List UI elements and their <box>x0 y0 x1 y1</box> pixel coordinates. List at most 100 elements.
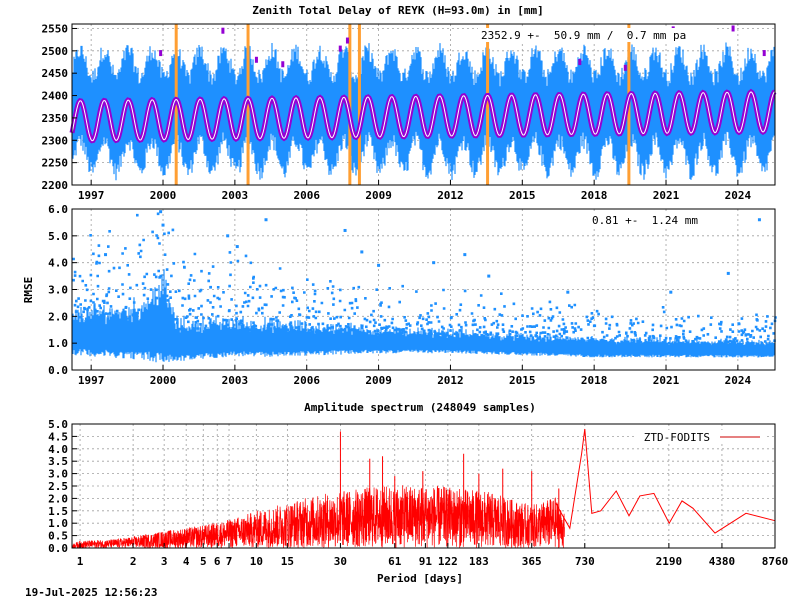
ztd-outlier-point <box>578 59 582 66</box>
ztd-x-tick-label: 2024 <box>725 189 752 202</box>
rmse-data-points <box>72 212 777 363</box>
rmse-y-tick-label: 4.0 <box>48 257 68 270</box>
rmse-x-tick-label: 2000 <box>150 374 177 387</box>
ztd-y-tick-label: 2400 <box>42 90 69 103</box>
ztd-outlier-point <box>623 64 627 71</box>
ztd-outlier-point <box>221 27 225 34</box>
rmse-x-tick-label: 2015 <box>509 374 536 387</box>
spectrum-x-tick-label: 91 <box>419 555 433 568</box>
rmse-y-tick-label: 3.0 <box>48 284 68 297</box>
rmse-y-tick-label: 2.0 <box>48 310 68 323</box>
spectrum-y-tick-label: 4.0 <box>48 443 68 456</box>
rmse-outlier-point <box>360 250 364 254</box>
footer-timestamp: 19-Jul-2025 12:56:23 <box>25 586 157 599</box>
rmse-x-tick-label: 2021 <box>653 374 680 387</box>
spectrum-x-tick-label: 365 <box>522 555 542 568</box>
rmse-data-band <box>72 269 775 363</box>
spectrum-panel: Amplitude spectrum (248049 samples) 1 2 3 4… <box>48 401 788 585</box>
spectrum-axis-ticks: 1 2 3 4 5 6 7 10 15 30 61 91 122 183 365 730 2190 4380 876… <box>48 418 788 568</box>
spectrum-x-tick-label: 2 <box>130 555 137 568</box>
spectrum-legend-bg <box>634 430 766 444</box>
ztd-x-tick-label: 2021 <box>653 189 680 202</box>
ztd-annotation: 2352.9 +- 50.9 mm / 0.7 mm pa <box>481 29 686 42</box>
spectrum-xlabel: Period [days] <box>377 572 463 585</box>
spectrum-x-tick-label: 4380 <box>709 555 736 568</box>
ztd-axes-box <box>71 23 776 186</box>
rmse-x-tick-label: 2024 <box>725 374 752 387</box>
rmse-outlier-point <box>235 245 239 249</box>
spectrum-x-tick-label: 3 <box>161 555 168 568</box>
ztd-outliers <box>159 25 766 71</box>
rmse-y-tick-label: 6.0 <box>48 203 68 216</box>
rmse-outliers <box>104 210 761 294</box>
spectrum-x-tick-label: 8760 <box>762 555 789 568</box>
ztd-y-tick-label: 2550 <box>42 22 69 35</box>
spectrum-y-tick-label: 3.5 <box>48 455 68 468</box>
spectrum-x-tick-label: 183 <box>469 555 489 568</box>
rmse-outlier-point <box>566 290 570 294</box>
spectrum-x-tick-label: 122 <box>438 555 458 568</box>
spectrum-x-tick-label: 1 <box>77 555 84 568</box>
rmse-x-tick-label: 1997 <box>78 374 105 387</box>
spectrum-y-tick-label: 1.5 <box>48 505 68 518</box>
rmse-scatter-points <box>72 212 777 348</box>
spectrum-y-tick-label: 5.0 <box>48 418 68 431</box>
spectrum-y-tick-label: 3.0 <box>48 468 68 481</box>
rmse-outlier-point <box>161 223 165 227</box>
rmse-x-tick-label: 2018 <box>581 374 608 387</box>
rmse-ylabel: RMSE <box>22 277 35 304</box>
rmse-annotation-bg <box>586 213 716 227</box>
spectrum-noise-line <box>71 485 565 549</box>
rmse-outlier-point <box>463 253 467 257</box>
spectrum-x-tick-label: 61 <box>388 555 402 568</box>
ztd-outlier-point <box>254 56 258 63</box>
spectrum-legend-label: ZTD-FODITS <box>644 431 710 444</box>
ztd-y-tick-label: 2250 <box>42 157 69 170</box>
spectrum-x-tick-label: 30 <box>334 555 347 568</box>
ztd-panel: Zenith Total Delay of REYK (H=93.0m) in … <box>42 4 777 202</box>
rmse-x-tick-label: 2003 <box>222 374 249 387</box>
rmse-y-tick-label: 0.0 <box>48 364 68 377</box>
ztd-x-tick-label: 2015 <box>509 189 536 202</box>
rmse-axis-ticks: 1997 2000 2003 2006 2009 2012 2015 2018 2021 2024… <box>48 203 751 387</box>
rmse-outlier-point <box>159 210 163 214</box>
rmse-outlier-point <box>726 271 730 275</box>
ztd-outlier-point <box>338 45 342 52</box>
rmse-x-tick-label: 2012 <box>437 374 464 387</box>
rmse-x-tick-label: 2006 <box>293 374 320 387</box>
spectrum-x-tick-label: 15 <box>281 555 294 568</box>
rmse-y-tick-label: 1.0 <box>48 337 68 350</box>
rmse-outlier-point <box>487 274 491 278</box>
rmse-outlier-point <box>757 218 761 222</box>
ztd-y-tick-label: 2200 <box>42 179 69 192</box>
ztd-x-tick-label: 2018 <box>581 189 608 202</box>
ztd-x-tick-label: 2006 <box>293 189 320 202</box>
rmse-outlier-point <box>432 261 436 265</box>
rmse-outlier-point <box>377 263 381 267</box>
ztd-outlier-point <box>281 61 285 68</box>
ztd-y-tick-label: 2300 <box>42 134 69 147</box>
ztd-title: Zenith Total Delay of REYK (H=93.0m) in … <box>252 4 543 17</box>
spectrum-y-tick-label: 2.0 <box>48 492 68 505</box>
spectrum-x-tick-label: 6 <box>214 555 221 568</box>
spectrum-title: Amplitude spectrum (248049 samples) <box>304 401 536 414</box>
ztd-outlier-point <box>159 50 163 57</box>
spectrum-y-tick-label: 2.5 <box>48 480 68 493</box>
spectrum-x-tick-label: 2190 <box>656 555 683 568</box>
ztd-seasonal-model <box>69 88 777 144</box>
ztd-outlier-point <box>762 50 766 57</box>
rmse-outlier-point <box>226 234 230 238</box>
spectrum-long-period-line <box>555 428 776 534</box>
rmse-y-tick-label: 5.0 <box>48 230 68 243</box>
rmse-outlier-point <box>104 253 108 257</box>
spectrum-x-tick-label: 730 <box>575 555 595 568</box>
ztd-axis-ticks: 1997 2000 2003 2006 2009 2012 2015 2018 2021 2024… <box>42 22 752 202</box>
rmse-outlier-point <box>343 228 347 232</box>
rmse-annotation: 0.81 +- 1.24 mm <box>592 214 698 227</box>
ztd-annotation-bg <box>478 28 716 42</box>
ztd-x-tick-label: 2003 <box>222 189 249 202</box>
ztd-model-core <box>71 91 776 142</box>
spectrum-x-tick-label: 4 <box>183 555 190 568</box>
ztd-outlier-point <box>345 37 349 44</box>
rmse-panel: 1997 2000 2003 2006 2009 2012 2015 2018 2021 2024… <box>22 203 777 387</box>
